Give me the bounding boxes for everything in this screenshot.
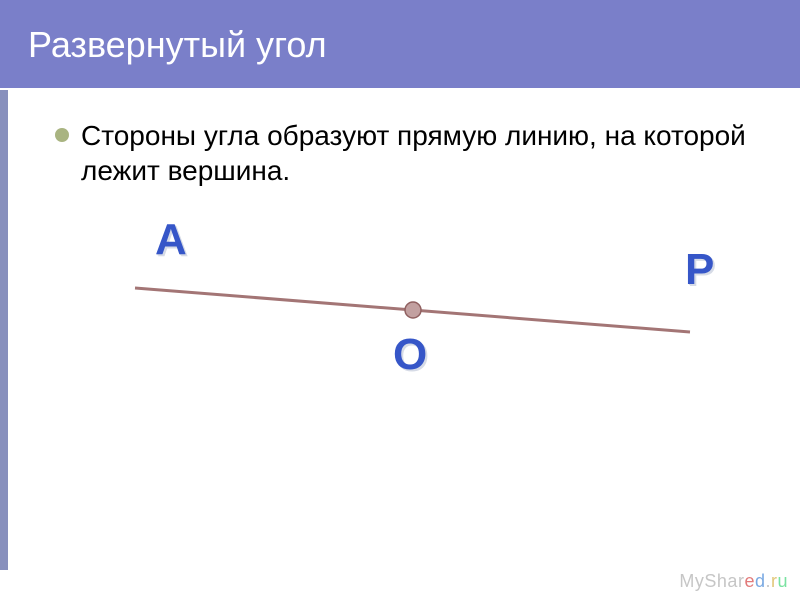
label-A: А <box>155 215 187 265</box>
label-O: О <box>393 330 427 380</box>
slide-content: Стороны угла образуют прямую линию, на к… <box>0 90 800 188</box>
bullet-text: Стороны угла образуют прямую линию, на к… <box>81 118 760 188</box>
straight-angle-diagram: А О Р <box>50 180 750 500</box>
label-P: Р <box>685 245 714 295</box>
watermark: MyShared.ru <box>679 571 788 592</box>
vertex-point <box>405 302 421 318</box>
slide-title: Развернутый угол <box>28 24 327 66</box>
bullet-dot-icon <box>55 128 69 142</box>
bullet-item: Стороны угла образуют прямую линию, на к… <box>55 118 760 188</box>
slide-header: Развернутый угол <box>0 0 800 90</box>
watermark-prefix: MyShar <box>679 571 744 591</box>
